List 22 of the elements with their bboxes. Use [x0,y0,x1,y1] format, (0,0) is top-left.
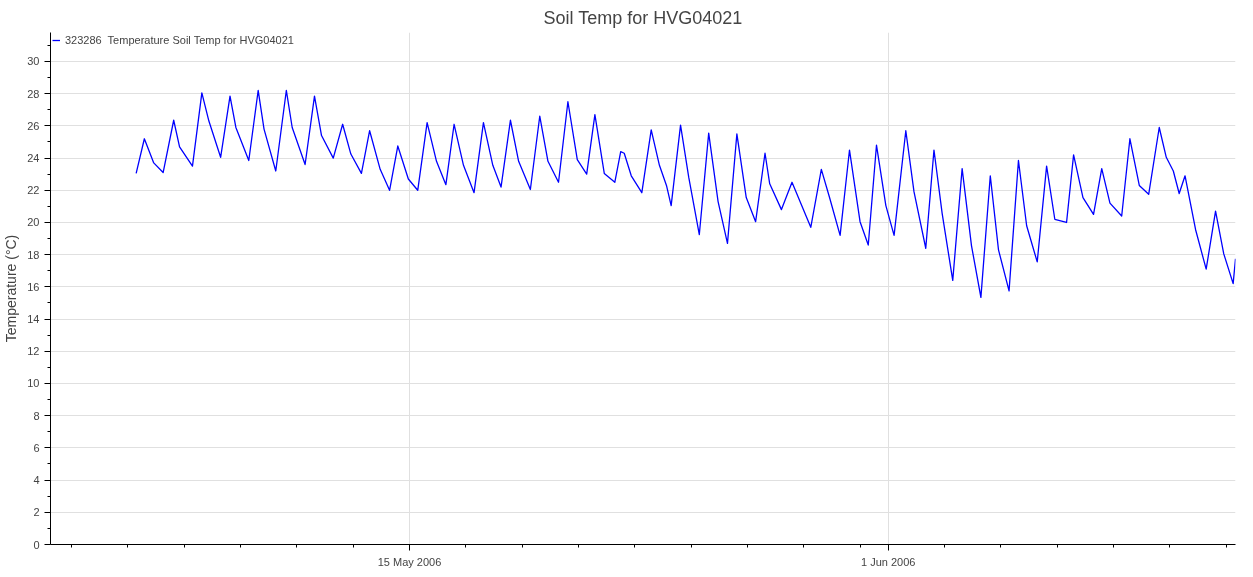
y-tick-label: 20 [27,216,40,229]
y-tick-label: 26 [27,119,40,132]
y-tick-label: 10 [27,377,40,390]
y-tick-label: 22 [27,184,40,197]
y-tick-label: 24 [27,152,40,165]
text: 323286 Temperature Soil Temp for HVG04021 [65,34,294,46]
y-tick-label: 28 [27,87,40,100]
y-tick-label: 12 [27,345,40,358]
x-tick-label: 1 Jun 2006 [860,555,916,568]
chart-title: Soil Temp for HVG04021 [543,7,743,28]
y-tick-label: 0 [33,538,40,551]
x-tick-label: 15 May 2006 [377,555,442,568]
y-tick-label: 2 [33,506,40,519]
y-tick-label: 6 [33,441,40,454]
y-tick-label: 18 [27,248,40,261]
y-tick-label: 8 [33,409,40,422]
y-tick-label: 14 [27,313,40,326]
line-series [135,89,1236,299]
y-tick-label: 30 [27,55,40,68]
y-tick-label: 4 [33,474,40,487]
y-axis-title: Temperature (°C) [3,234,20,343]
y-tick-label: 16 [27,280,40,293]
